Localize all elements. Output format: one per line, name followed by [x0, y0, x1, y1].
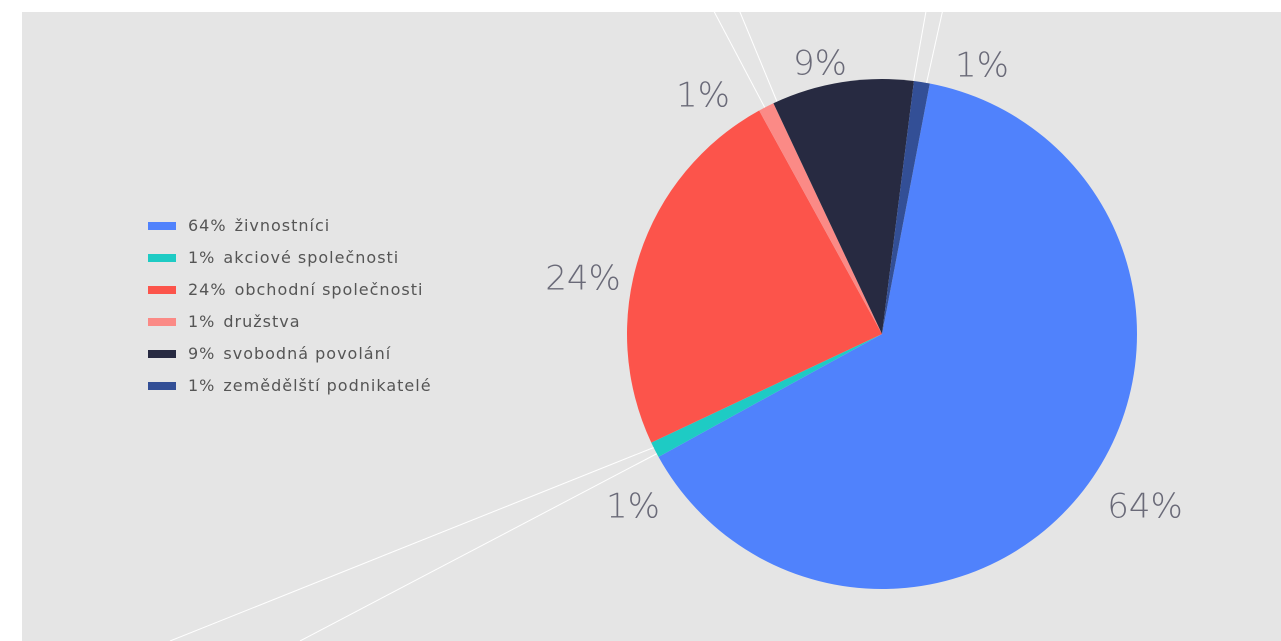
pie-slice [627, 110, 882, 443]
legend-value: 64% [188, 216, 227, 235]
data-label: 9% [793, 44, 847, 84]
data-label: 1% [676, 76, 730, 116]
legend-name: družstva [223, 312, 300, 331]
legend-name: obchodní společnosti [235, 280, 424, 299]
legend-swatch [148, 382, 176, 390]
legend-name: živnostníci [235, 216, 331, 235]
data-label: 1% [955, 46, 1009, 86]
legend-value: 1% [188, 376, 215, 395]
pie-slice [658, 83, 1138, 589]
legend-entry: 1% družstva [188, 312, 301, 331]
leader-lines [169, 0, 946, 641]
legend-swatch [148, 254, 176, 262]
legend-entry: 1% zemědělští podnikatelé [188, 376, 432, 395]
legend-value: 9% [188, 344, 215, 363]
legend-name: svobodná povolání [223, 344, 391, 363]
legend-entry: 24% obchodní společnosti [188, 280, 423, 299]
legend-swatch [148, 222, 176, 230]
legend-swatch [148, 350, 176, 358]
data-label: 64% [1107, 487, 1183, 527]
data-label: 24% [545, 259, 621, 299]
pie-slice [882, 81, 930, 335]
legend-value: 1% [188, 248, 215, 267]
legend-value: 24% [188, 280, 227, 299]
pie-slice [651, 334, 882, 457]
legend-swatch [148, 286, 176, 294]
legend-name: akciové společnosti [223, 248, 399, 267]
legend-value: 1% [188, 312, 215, 331]
pie-slice [759, 103, 882, 334]
legend-swatch [148, 318, 176, 326]
legend-entry: 9% svobodná povolání [188, 344, 391, 363]
pie-slice [773, 79, 914, 335]
legend-name: zemědělští podnikatelé [223, 376, 431, 395]
legend-entry: 1% akciové společnosti [188, 248, 399, 267]
data-label: 1% [606, 487, 660, 527]
legend-entry: 64% živnostníci [188, 216, 330, 235]
